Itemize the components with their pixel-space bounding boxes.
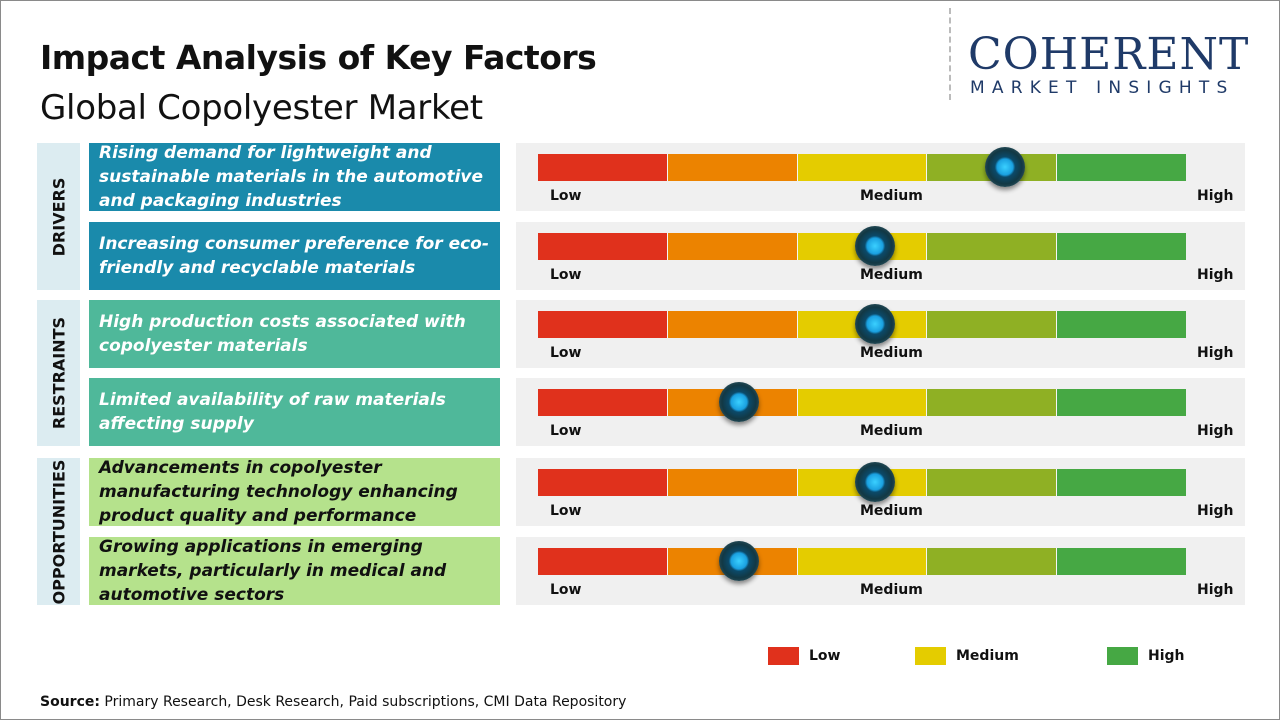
legend-label: High [1148,648,1185,664]
gauge-label-medium: Medium [860,188,923,204]
gauge-segment [667,469,798,496]
gauge-label-low: Low [550,345,582,361]
legend-swatch [915,647,946,665]
gauge-label-high: High [1197,423,1234,439]
gauge-segment [927,389,1058,416]
page-subtitle: Global Copolyester Market [40,88,483,128]
gauge-label-low: Low [550,188,582,204]
gauge-bar [538,469,1186,496]
gauge-segment [797,548,928,575]
gauge-segment [667,233,798,260]
gauge-segment [797,154,928,181]
gauge-indicator-knob [718,541,759,581]
gauge-bar [538,548,1186,575]
legend-item: Medium [915,647,1019,665]
factor-text: Growing applications in emerging markets… [89,537,500,605]
gauge-segment [927,469,1058,496]
factor-text: High production costs associated with co… [89,300,500,368]
gauge-label-medium: Medium [860,582,923,598]
gauge-segment [538,233,668,260]
gauge-label-medium: Medium [860,423,923,439]
factor-text: Limited availability of raw materials af… [89,378,500,446]
factor-text: Advancements in copolyester manufacturin… [89,458,500,526]
gauge-bar [538,154,1186,181]
gauge-indicator-knob [854,304,895,344]
gauge-label-high: High [1197,345,1234,361]
gauge-label-high: High [1197,582,1234,598]
impact-gauge: Low Medium High [516,143,1245,211]
factor-text: Rising demand for lightweight and sustai… [89,143,500,211]
gauge-indicator-knob [854,462,895,502]
logo-tagline: MARKET INSIGHTS [970,78,1235,98]
gauge-bar [538,233,1186,260]
gauge-label-medium: Medium [860,503,923,519]
impact-gauge: Low Medium High [516,378,1245,446]
source-text: Primary Research, Desk Research, Paid su… [99,694,627,710]
gauge-segment [927,311,1058,338]
gauge-segment [1057,389,1186,416]
gauge-segment [538,469,668,496]
gauge-segment [538,389,668,416]
logo-wordmark: COHERENT [968,29,1250,80]
legend-item: Low [768,647,840,665]
legend-swatch [768,647,799,665]
gauge-segment [1057,469,1186,496]
gauge-segment [1057,233,1186,260]
category-label-opportunities: OPPORTUNITIES [37,458,80,605]
source-label: Source: [40,694,100,710]
gauge-label-low: Low [550,423,582,439]
gauge-segment [1057,311,1186,338]
gauge-segment [797,389,928,416]
gauge-label-medium: Medium [860,267,923,283]
gauge-label-medium: Medium [860,345,923,361]
category-name: OPPORTUNITIES [49,459,68,604]
impact-gauge: Low Medium High [516,222,1245,290]
category-label-drivers: DRIVERS [37,143,80,290]
gauge-label-high: High [1197,267,1234,283]
legend-label: Medium [956,648,1019,664]
gauge-segment [1057,548,1186,575]
gauge-label-low: Low [550,267,582,283]
category-label-restraints: RESTRAINTS [37,300,80,446]
gauge-segment [927,233,1058,260]
gauge-segment [1057,154,1186,181]
gauge-indicator-knob [984,147,1025,187]
category-name: DRIVERS [49,177,68,256]
gauge-label-high: High [1197,503,1234,519]
company-logo: COHERENT MARKET INSIGHTS [968,30,1268,100]
gauge-bar [538,389,1186,416]
category-name: RESTRAINTS [49,316,68,430]
page-title: Impact Analysis of Key Factors [40,38,597,77]
legend-item: High [1107,647,1185,665]
gauge-label-low: Low [550,503,582,519]
gauge-segment [667,311,798,338]
impact-gauge: Low Medium High [516,300,1245,368]
gauge-segment [538,548,668,575]
factor-text: Increasing consumer preference for eco-f… [89,222,500,290]
gauge-segment [538,311,668,338]
impact-gauge: Low Medium High [516,537,1245,605]
gauge-indicator-knob [854,226,895,266]
source-note: Source: Primary Research, Desk Research,… [40,694,626,710]
legend-swatch [1107,647,1138,665]
gauge-segment [927,548,1058,575]
gauge-label-low: Low [550,582,582,598]
gauge-label-high: High [1197,188,1234,204]
gauge-segment [667,154,798,181]
divider [949,8,951,100]
gauge-indicator-knob [718,382,759,422]
legend-label: Low [809,648,841,664]
gauge-segment [538,154,668,181]
impact-gauge: Low Medium High [516,458,1245,526]
